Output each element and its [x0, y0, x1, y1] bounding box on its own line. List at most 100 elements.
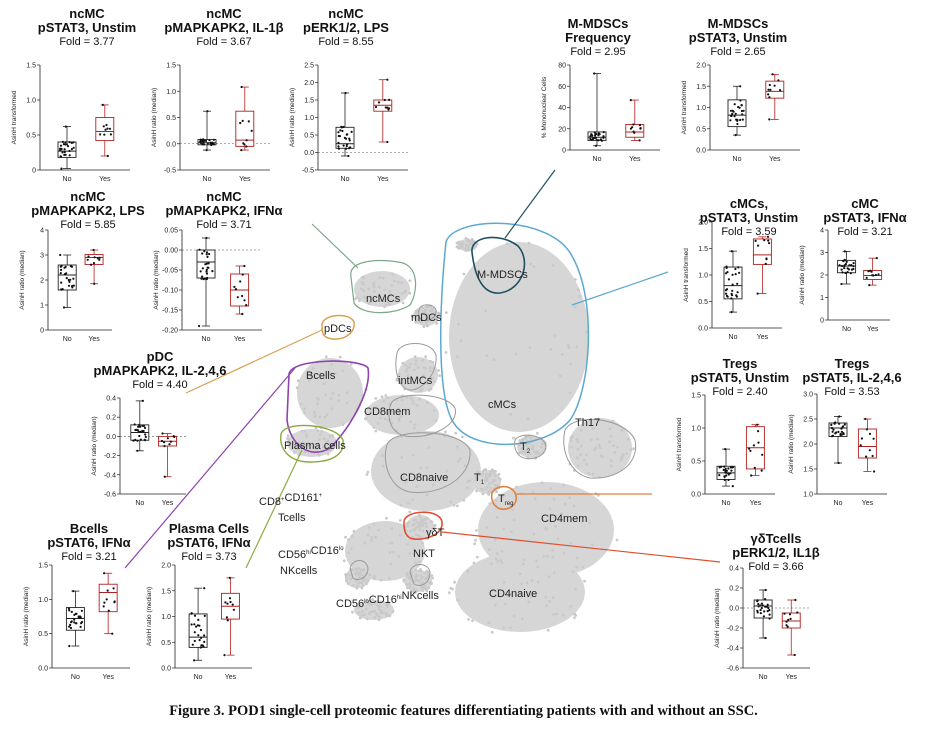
- cluster-label: CD8mem: [364, 406, 410, 418]
- umap-point: [311, 367, 315, 370]
- data-point: [59, 144, 63, 147]
- data-point: [228, 576, 231, 580]
- umap-point: [578, 294, 582, 298]
- umap-point: [406, 542, 410, 546]
- umap-point: [527, 241, 531, 245]
- umap-point: [576, 464, 580, 468]
- data-point: [639, 127, 642, 130]
- plot-title-line1: ncMC: [69, 6, 105, 21]
- x-tick-label: Yes: [786, 674, 798, 681]
- data-point: [760, 602, 764, 605]
- umap-point: [341, 369, 345, 373]
- umap-point: [303, 429, 306, 433]
- y-tick-label: 0.5: [696, 126, 706, 133]
- y-axis-label: AsinH ratio (median): [19, 250, 26, 309]
- cluster-label-part: NKT: [413, 548, 435, 560]
- umap-point: [397, 417, 401, 420]
- umap-point: [287, 437, 291, 441]
- umap-point: [430, 309, 434, 312]
- data-point: [850, 264, 853, 267]
- umap-point: [341, 423, 345, 426]
- data-point: [160, 439, 163, 443]
- umap-point: [563, 502, 567, 506]
- data-point: [786, 625, 789, 628]
- data-point: [737, 266, 740, 269]
- umap-point: [312, 411, 316, 415]
- fold-change: Fold = 3.67: [196, 36, 251, 48]
- y-tick-label: 0.5: [698, 299, 708, 306]
- data-point: [93, 256, 96, 259]
- data-point: [865, 455, 868, 458]
- umap-point: [368, 301, 372, 304]
- data-point: [756, 611, 759, 614]
- data-point: [873, 470, 876, 473]
- data-point: [106, 589, 109, 592]
- data-point: [731, 283, 734, 286]
- umap-point: [573, 305, 577, 309]
- y-tick-label: 0.05: [164, 228, 178, 235]
- umap-point: [366, 533, 370, 537]
- data-point: [344, 147, 348, 150]
- umap-point: [320, 430, 324, 433]
- umap-point: [505, 242, 509, 246]
- y-axis-label: AsinH ratio (median): [146, 587, 153, 646]
- data-point: [61, 151, 64, 154]
- data-point: [107, 609, 110, 612]
- umap-point: [502, 580, 506, 584]
- umap-point: [388, 289, 392, 293]
- data-point: [766, 610, 769, 613]
- data-point: [845, 260, 848, 263]
- umap-point: [572, 616, 576, 620]
- umap-point: [293, 451, 296, 454]
- umap-point: [518, 591, 522, 595]
- cluster-labels: ncMCs mDCs pDCs M-MDSCs intMCs Bcells cMCs CD8m…: [259, 269, 600, 610]
- plot-title-line2: pMAPKAPK2, IL-2,4,6: [94, 363, 227, 378]
- umap-point: [540, 481, 544, 485]
- data-point: [765, 258, 768, 261]
- data-point: [166, 437, 169, 440]
- cluster-label: Treg: [498, 493, 513, 507]
- data-point: [141, 399, 144, 402]
- data-point: [206, 255, 209, 258]
- y-tick-label: 1.0: [803, 492, 813, 499]
- umap-point: [551, 548, 555, 552]
- umap-point: [405, 522, 409, 526]
- umap-point: [377, 285, 381, 289]
- umap-point: [352, 583, 355, 587]
- data-point: [830, 427, 834, 430]
- umap-point: [318, 438, 321, 442]
- data-point: [837, 461, 840, 465]
- cluster-label: Bcells: [306, 370, 336, 382]
- y-tick-label: 60: [558, 84, 566, 91]
- umap-point: [539, 445, 543, 449]
- umap-point: [315, 446, 319, 450]
- data-point: [113, 600, 116, 603]
- cluster-label-part: T: [498, 493, 505, 505]
- x-tick-label: Yes: [234, 336, 246, 343]
- umap-point: [406, 525, 410, 528]
- data-point: [767, 239, 770, 242]
- umap-point: [338, 355, 342, 359]
- umap-point: [418, 535, 422, 539]
- data-point: [768, 609, 771, 612]
- data-point: [59, 149, 62, 152]
- umap-point: [374, 406, 378, 410]
- y-tick-label: 1.0: [696, 105, 706, 112]
- data-point: [342, 144, 345, 147]
- umap-point: [551, 264, 555, 267]
- umap-point: [560, 512, 564, 515]
- umap-point: [296, 379, 300, 383]
- umap-point: [562, 551, 566, 555]
- umap-point: [412, 591, 416, 594]
- data-point: [852, 267, 855, 271]
- umap-point: [471, 239, 475, 243]
- connector-line-1: [504, 169, 556, 239]
- data-point: [338, 135, 341, 138]
- umap-point: [425, 517, 429, 521]
- data-point: [638, 139, 641, 142]
- data-point: [228, 597, 232, 600]
- umap-point: [421, 581, 425, 584]
- data-point: [241, 294, 244, 298]
